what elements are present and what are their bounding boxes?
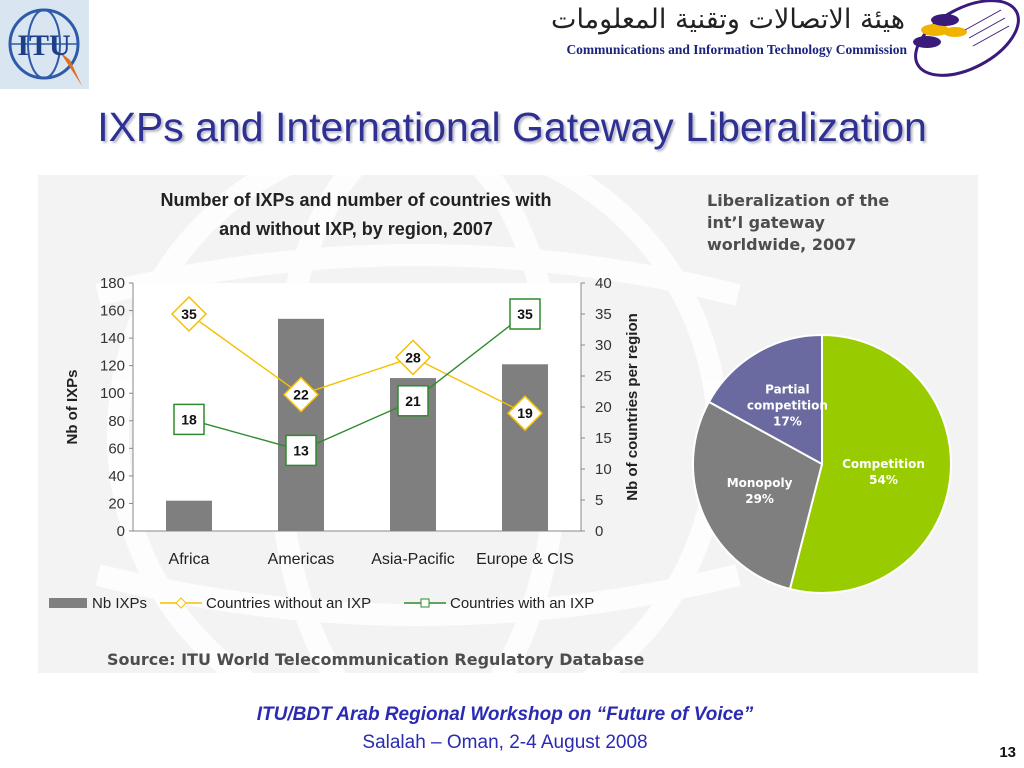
chart-title-line-2: and without IXP, by region, 2007 bbox=[219, 219, 493, 239]
y-right-tick-label: 35 bbox=[595, 306, 612, 323]
line-countries-without-ixp bbox=[188, 313, 526, 414]
pie-slice-label: Monopoly bbox=[727, 476, 793, 490]
pie-slice-label: 17% bbox=[773, 414, 802, 428]
bar-nb-ixps bbox=[278, 318, 324, 531]
slide-title: IXPs and International Gateway Liberaliz… bbox=[97, 104, 927, 150]
y-left-tick-label: 20 bbox=[108, 495, 125, 512]
pie-slice-label: 29% bbox=[745, 492, 774, 506]
data-label-without-ixp: 22 bbox=[293, 387, 309, 403]
pie-slice-label: 54% bbox=[869, 473, 898, 487]
pie-slice-label: Competition bbox=[842, 457, 925, 471]
y-left-tick-label: 40 bbox=[108, 468, 125, 485]
pie-slice-competition bbox=[788, 333, 952, 594]
marker-square-with-ixp bbox=[285, 434, 317, 467]
y-right-tick-label: 10 bbox=[595, 461, 612, 478]
data-label-with-ixp: 21 bbox=[405, 393, 421, 409]
legend-marker-with-ixp bbox=[420, 598, 430, 608]
pie-title-line-2: int’l gateway bbox=[707, 213, 825, 232]
x-tick-label: Asia-Pacific bbox=[371, 551, 455, 568]
y-right-tick-label: 5 bbox=[595, 492, 603, 509]
x-tick-label: Europe & CIS bbox=[476, 551, 574, 568]
data-label-with-ixp: 18 bbox=[181, 411, 197, 427]
footer-location-date: Salalah – Oman, 2-4 August 2008 bbox=[362, 732, 648, 753]
citc-logo: هيئة الاتصالات وتقنية المعلومات Communic… bbox=[551, 0, 1024, 80]
y-right-tick-label: 30 bbox=[595, 337, 612, 354]
chart-title-line-1: Number of IXPs and number of countries w… bbox=[160, 190, 552, 210]
footer-workshop-title: ITU/BDT Arab Regional Workshop on “Futur… bbox=[256, 704, 754, 725]
legend-label-with-ixp: Countries with an IXP bbox=[450, 595, 594, 612]
marker-square-with-ixp bbox=[173, 403, 205, 436]
charts-canvas: 0 20 40 60 80 100 120 140 160 180 0 5 10 15 20 25 30 35 40… bbox=[49, 275, 952, 612]
marker-square-with-ixp bbox=[509, 298, 541, 330]
bar-nb-ixps bbox=[502, 364, 548, 531]
y-right-axis-label: Nb of countries per region bbox=[624, 313, 641, 501]
source-note: Source: ITU World Telecommunication Regu… bbox=[107, 650, 645, 669]
y-right-tick-label: 15 bbox=[595, 430, 612, 447]
itu-logo-text: ITU bbox=[17, 29, 70, 62]
pie-slice-label: competition bbox=[747, 398, 828, 412]
y-left-tick-label: 60 bbox=[108, 440, 125, 457]
legend-label-nb-ixps: Nb IXPs bbox=[92, 595, 147, 612]
data-label-with-ixp: 35 bbox=[517, 306, 533, 322]
citc-arabic-name: هيئة الاتصالات وتقنية المعلومات bbox=[551, 4, 905, 35]
legend-swatch-nb-ixps bbox=[49, 598, 87, 608]
x-tick-label: Africa bbox=[169, 551, 210, 568]
marker-diamond-without-ixp bbox=[282, 376, 320, 413]
pie-title-line-3: worldwide, 2007 bbox=[707, 235, 857, 254]
chart-title: Number of IXPs and number of countries w… bbox=[96, 186, 616, 244]
itu-logo: ITU bbox=[0, 0, 89, 89]
y-left-tick-label: 160 bbox=[100, 303, 125, 320]
pie-title-line-1: Liberalization of the bbox=[707, 191, 890, 210]
pie-slice-partial-competition bbox=[707, 333, 823, 466]
y-left-tick-label: 80 bbox=[108, 413, 125, 430]
page-number: 13 bbox=[999, 744, 1016, 761]
citc-english-name: Communications and Information Technolog… bbox=[566, 42, 907, 57]
pie-slice-monopoly bbox=[692, 400, 824, 591]
y-left-tick-label: 0 bbox=[117, 523, 125, 540]
data-label-with-ixp: 13 bbox=[293, 442, 309, 458]
legend-marker-without-ixp bbox=[175, 597, 187, 609]
marker-diamond-without-ixp bbox=[170, 295, 208, 333]
data-label-without-ixp: 19 bbox=[517, 405, 533, 421]
y-right-tick-label: 0 bbox=[595, 523, 603, 540]
y-left-tick-label: 140 bbox=[100, 330, 125, 347]
bar-nb-ixps bbox=[166, 500, 212, 531]
citc-emblem-icon bbox=[913, 0, 1020, 77]
y-left-tick-label: 180 bbox=[100, 275, 125, 292]
pie-chart-title: Liberalization of the int’l gateway worl… bbox=[707, 190, 967, 256]
line-countries-with-ixp bbox=[188, 313, 526, 452]
x-tick-label: Americas bbox=[268, 551, 335, 568]
data-label-without-ixp: 35 bbox=[181, 306, 197, 322]
y-left-tick-label: 120 bbox=[100, 358, 125, 375]
y-right-tick-label: 40 bbox=[595, 275, 612, 292]
y-left-tick-label: 100 bbox=[100, 385, 125, 402]
y-right-tick-label: 25 bbox=[595, 368, 612, 385]
marker-square-with-ixp bbox=[397, 385, 429, 417]
marker-diamond-without-ixp bbox=[506, 395, 544, 432]
data-label-without-ixp: 28 bbox=[405, 349, 421, 365]
y-left-axis-label: Nb of IXPs bbox=[64, 369, 81, 444]
pie-slice-label: Partial bbox=[765, 382, 810, 396]
legend-label-without-ixp: Countries without an IXP bbox=[206, 595, 371, 612]
marker-diamond-without-ixp bbox=[394, 339, 432, 376]
y-right-tick-label: 20 bbox=[595, 399, 612, 416]
